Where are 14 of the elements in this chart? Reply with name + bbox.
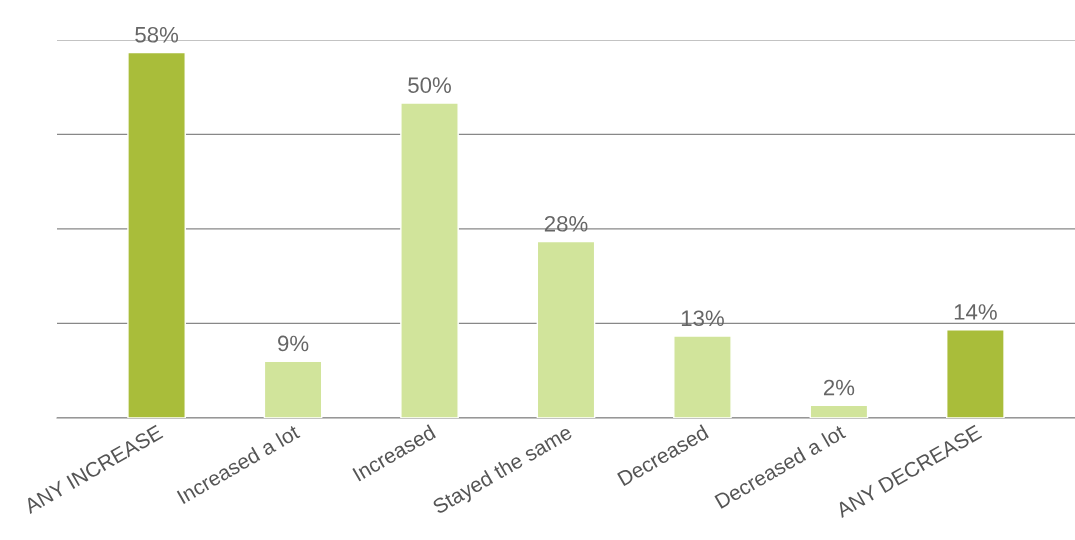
bar <box>946 329 1005 418</box>
data-label: 28% <box>544 215 588 232</box>
bar <box>673 335 732 418</box>
bar <box>263 360 323 418</box>
data-label: 58% <box>135 26 179 43</box>
bar <box>809 404 869 418</box>
bar <box>536 240 596 418</box>
data-label: 9% <box>278 335 309 352</box>
data-label: 14% <box>954 304 997 320</box>
bar <box>400 102 459 418</box>
data-label: 2% <box>823 379 855 396</box>
data-label: 13% <box>681 310 724 327</box>
data-label: 50% <box>408 77 451 94</box>
bar <box>127 51 186 418</box>
